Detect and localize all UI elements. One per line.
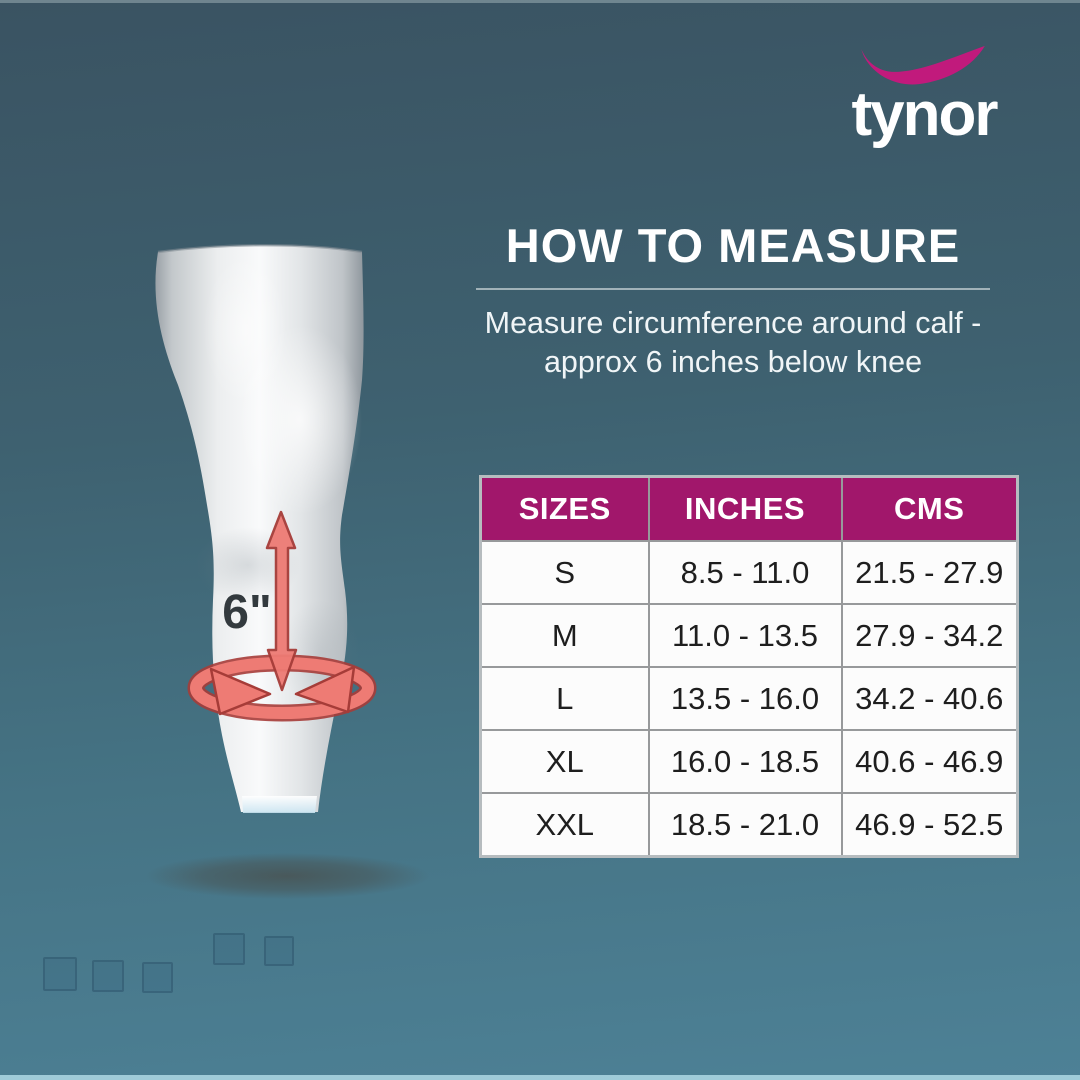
instruction-text: Measure circumference around calf - appr…: [450, 304, 1016, 381]
instruction-line-1: Measure circumference around calf -: [484, 305, 982, 340]
size-table-header-cms: CMS: [840, 475, 1019, 542]
size-cell-cms: 46.9 - 52.5: [840, 792, 1019, 858]
size-cell-cms: 40.6 - 46.9: [840, 729, 1019, 794]
size-table-row-s: S 8.5 - 11.0 21.5 - 27.9: [479, 540, 1019, 605]
title-divider: [476, 287, 990, 290]
measure-vertical-arrow: [265, 510, 298, 692]
brand-swoosh-icon: [861, 45, 985, 85]
size-cell-size: XL: [479, 729, 650, 794]
page-title: HOW TO MEASURE: [505, 219, 961, 272]
size-table-row-xl: XL 16.0 - 18.5 40.6 - 46.9: [479, 729, 1019, 794]
measure-section: HOW TO MEASURE Measure circumference aro…: [450, 222, 1016, 381]
size-cell-inches: 8.5 - 11.0: [647, 540, 843, 605]
size-cell-size: M: [479, 603, 650, 668]
measure-circumference-arrow: [187, 654, 377, 722]
size-cell-inches: 13.5 - 16.0: [647, 666, 843, 731]
size-table-row-l: L 13.5 - 16.0 34.2 - 40.6: [479, 666, 1019, 731]
size-table-header-inches: INCHES: [647, 475, 843, 542]
instruction-line-2: approx 6 inches below knee: [543, 344, 923, 379]
brand-name: tynor: [851, 80, 999, 149]
watermark-square: [142, 962, 173, 993]
size-table-header-row: SIZES INCHES CMS: [479, 475, 1019, 542]
leg-graphic: [155, 243, 364, 813]
size-cell-size: S: [479, 540, 650, 605]
watermark-square: [213, 933, 245, 965]
watermark-square: [92, 960, 124, 992]
size-table-row-xxl: XXL 18.5 - 21.0 46.9 - 52.5: [479, 792, 1019, 858]
leg-shadow: [145, 853, 429, 899]
size-cell-cms: 21.5 - 27.9: [840, 540, 1019, 605]
measurement-label: 6": [222, 586, 271, 639]
size-table-header-sizes: SIZES: [479, 475, 650, 542]
size-cell-inches: 18.5 - 21.0: [647, 792, 843, 858]
size-cell-cms: 34.2 - 40.6: [840, 666, 1019, 731]
size-cell-inches: 11.0 - 13.5: [647, 603, 843, 668]
size-cell-inches: 16.0 - 18.5: [647, 729, 843, 794]
brand-logo: tynor: [836, 42, 1012, 146]
size-table: SIZES INCHES CMS S 8.5 - 11.0 21.5 - 27.9 M…: [479, 475, 1019, 858]
size-cell-size: L: [479, 666, 650, 731]
watermark-square: [264, 936, 294, 966]
size-cell-cms: 27.9 - 34.2: [840, 603, 1019, 668]
size-table-row-m: M 11.0 - 13.5 27.9 - 34.2: [479, 603, 1019, 668]
watermark-square: [43, 957, 77, 991]
size-cell-size: XXL: [479, 792, 650, 858]
